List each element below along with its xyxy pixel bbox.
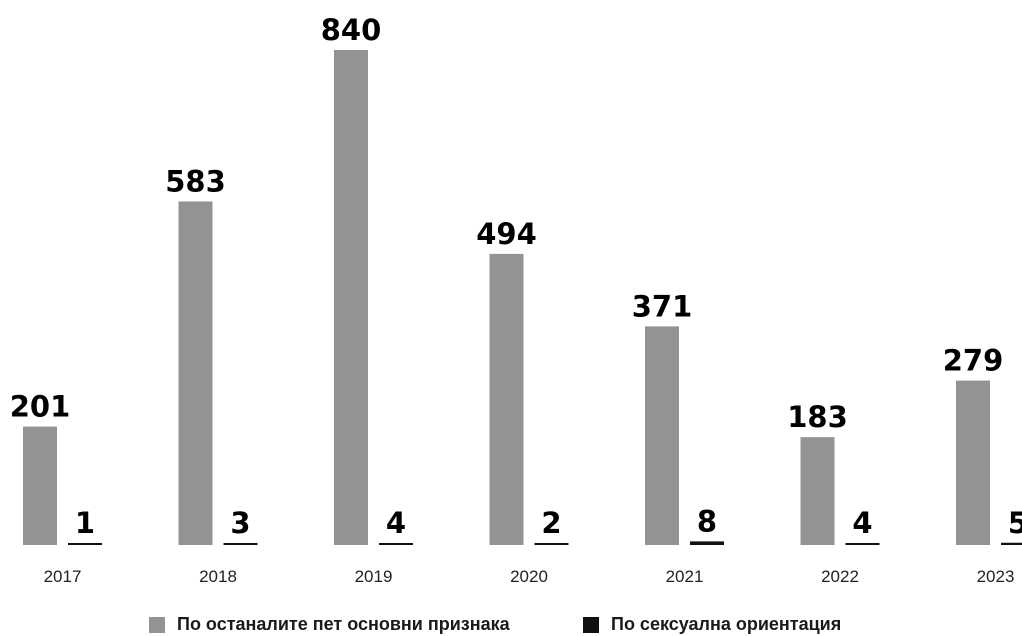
x-tick-2017: 2017 — [44, 567, 82, 586]
x-tick-2020: 2020 — [510, 567, 548, 586]
bar-2019-series-0 — [334, 50, 368, 545]
legend: По останалите пет основни признака По се… — [0, 614, 1022, 636]
bars-layer — [23, 50, 1022, 546]
value-label-2022-series-1: 4 — [852, 506, 872, 540]
x-tick-2018: 2018 — [199, 567, 237, 586]
bar-2019-series-1 — [379, 543, 413, 545]
legend-item-series-1: По сексуална ориентация — [583, 614, 841, 635]
x-tick-2023: 2023 — [977, 567, 1015, 586]
legend-item-series-0: По останалите пет основни признака — [149, 614, 510, 635]
bar-2018-series-0 — [178, 201, 213, 546]
bar-2023-series-0 — [956, 380, 990, 545]
value-label-2017-series-1: 1 — [75, 506, 95, 540]
value-label-2021-series-0: 371 — [632, 289, 693, 323]
x-tick-2021: 2021 — [666, 567, 704, 586]
bar-2020-series-0 — [489, 253, 524, 545]
value-label-2022-series-0: 183 — [787, 400, 848, 434]
value-label-2023-series-0: 279 — [943, 344, 1004, 378]
bar-2017-series-0 — [23, 426, 57, 545]
legend-label-series-1: По сексуална ориентация — [611, 614, 842, 634]
bar-2018-series-1 — [223, 543, 258, 545]
bar-2020-series-1 — [534, 543, 569, 545]
value-label-2018-series-1: 3 — [230, 506, 250, 540]
legend-swatch-black — [583, 616, 599, 633]
legend-swatch-gray — [149, 616, 165, 633]
bar-2022-series-0 — [800, 437, 835, 545]
value-label-2021-series-1: 8 — [697, 504, 717, 538]
x-tick-2019: 2019 — [355, 567, 393, 586]
bar-2021-series-1 — [690, 541, 724, 545]
value-label-2019-series-1: 4 — [386, 506, 406, 540]
value-label-2020-series-1: 2 — [541, 506, 561, 540]
x-tick-2022: 2022 — [821, 567, 859, 586]
value-label-2019-series-0: 840 — [321, 13, 382, 47]
value-label-2017-series-0: 201 — [10, 390, 71, 424]
bar-2023-series-1 — [1001, 542, 1022, 545]
legend-label-series-0: По останалите пет основни признака — [177, 614, 510, 634]
bar-2017-series-1 — [68, 543, 102, 545]
value-label-2020-series-0: 494 — [476, 217, 537, 251]
bar-2022-series-1 — [845, 543, 880, 545]
value-label-2023-series-1: 5 — [1008, 506, 1022, 540]
value-labels-layer: 201 1 583 3 840 4 494 2 371 8 183 4 279 5 — [10, 13, 1022, 540]
bar-2021-series-0 — [645, 326, 679, 545]
x-axis-ticks: 2017 2018 2019 2020 2021 2022 2023 — [44, 567, 1015, 586]
value-label-2018-series-0: 583 — [165, 164, 226, 198]
